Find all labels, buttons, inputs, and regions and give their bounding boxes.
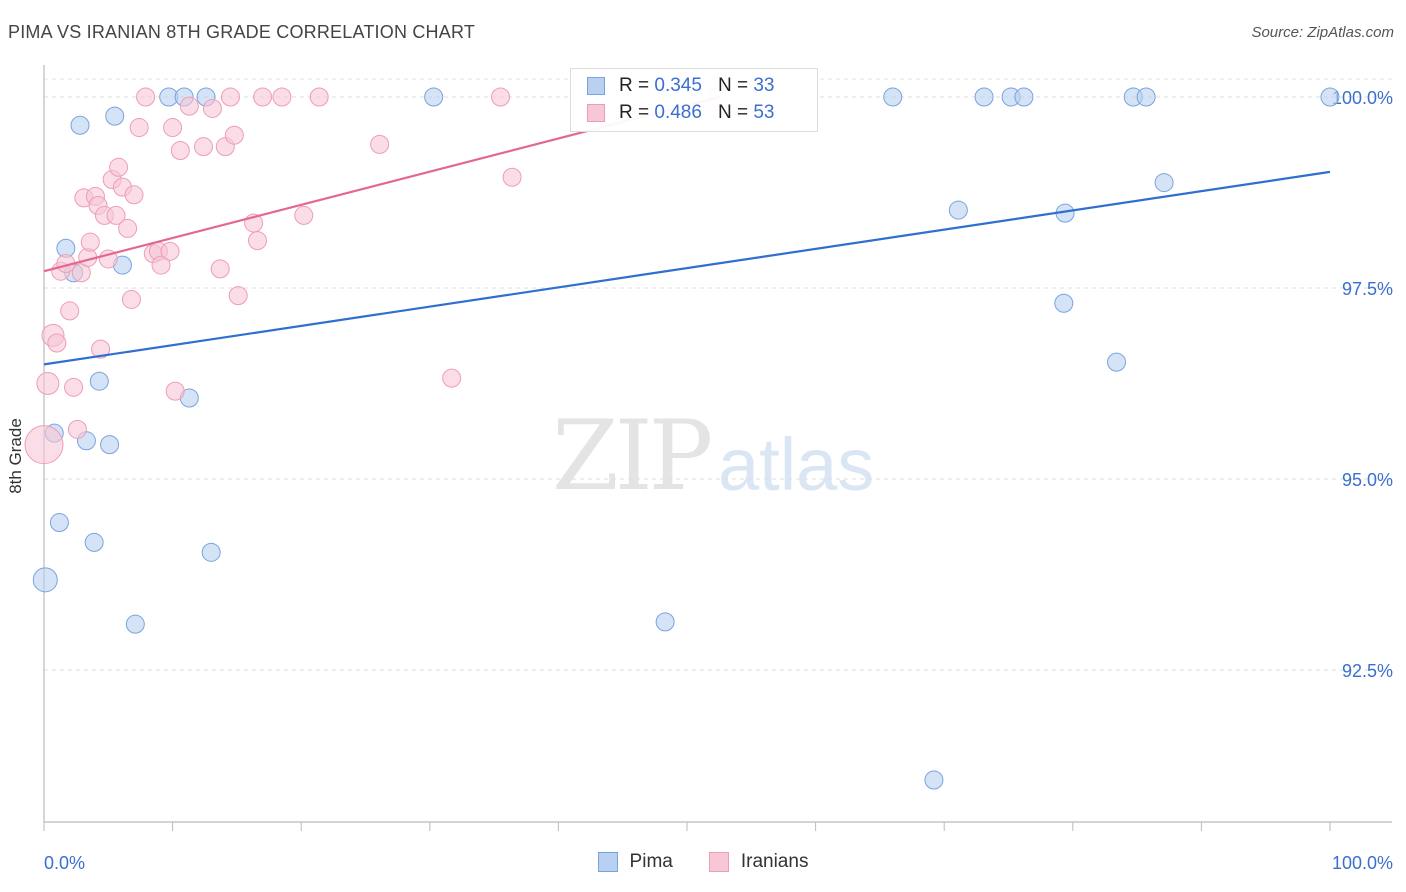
point-pima-31	[1154, 173, 1174, 193]
legend-swatch-pima	[587, 77, 605, 95]
legend-pima-r-label: R =	[619, 75, 650, 96]
trend-line-pima	[43, 170, 1331, 366]
source-label: Source: ZipAtlas.com	[1251, 24, 1394, 41]
legend-series: Pima Iranians	[0, 851, 1406, 873]
legend-bottom-swatch-iranians	[708, 852, 729, 872]
legend-pima-n-value: 33	[753, 75, 775, 96]
legend-iranians-n-value: 53	[753, 102, 775, 123]
watermark-atlas: atlas	[718, 423, 875, 506]
point-iranians-19	[106, 205, 126, 225]
y-tick-label-3: 100.0%	[1332, 88, 1393, 108]
point-pima-22	[948, 200, 968, 220]
point-iranians-36	[202, 98, 222, 118]
y-tick-label-1: 95.0%	[1342, 470, 1393, 490]
point-pima-0	[32, 567, 58, 593]
point-iranians-7	[64, 377, 84, 397]
point-pima-19	[655, 612, 675, 632]
point-pima-23	[974, 87, 994, 107]
point-pima-25	[1014, 87, 1034, 107]
y-tick-label-2: 97.5%	[1342, 279, 1393, 299]
point-iranians-39	[220, 87, 240, 107]
legend-iranians-r-label: R =	[619, 102, 650, 123]
point-pima-32	[1320, 87, 1340, 107]
point-iranians-22	[118, 218, 138, 238]
chart-title: PIMA VS IRANIAN 8TH GRADE CORRELATION CH…	[8, 22, 476, 42]
point-pima-18	[424, 87, 444, 107]
point-iranians-40	[224, 125, 244, 145]
point-iranians-6	[60, 301, 80, 321]
legend-bottom-label-iranians: Iranians	[740, 851, 809, 872]
legend-iranians-n-label: N =	[717, 102, 749, 123]
point-iranians-1	[36, 372, 60, 395]
point-iranians-24	[124, 185, 144, 205]
point-pima-5	[70, 115, 90, 135]
point-iranians-44	[253, 87, 273, 107]
point-iranians-29	[151, 255, 171, 275]
point-iranians-25	[129, 118, 149, 138]
point-pima-8	[89, 371, 109, 391]
point-iranians-15	[91, 339, 111, 359]
point-iranians-35	[193, 137, 213, 157]
point-iranians-51	[502, 167, 522, 187]
point-iranians-45	[272, 87, 292, 107]
legend-stats: R = 0.345 N = 33 R = 0.486 N = 53	[570, 68, 818, 132]
legend-swatch-iranians	[587, 104, 605, 122]
point-iranians-47	[309, 87, 329, 107]
x-tick-label-1: 100.0%	[1332, 853, 1393, 873]
point-pima-28	[1107, 352, 1127, 372]
point-pima-7	[84, 532, 104, 552]
legend-pima-r-value: 0.345	[654, 75, 702, 96]
point-iranians-34	[179, 96, 199, 116]
legend-item-iranians[interactable]: Iranians	[708, 851, 809, 873]
point-pima-21	[924, 770, 944, 790]
legend-iranians-r-value: 0.486	[654, 102, 702, 123]
point-iranians-43	[247, 231, 267, 251]
legend-row-pima: R = 0.345 N = 33	[587, 74, 774, 98]
point-pima-9	[100, 435, 120, 455]
point-iranians-49	[442, 368, 462, 388]
point-iranians-37	[210, 259, 230, 279]
point-pima-2	[49, 513, 69, 533]
point-iranians-46	[294, 205, 314, 225]
legend-pima-n-label: N =	[717, 75, 749, 96]
y-tick-label-0: 92.5%	[1342, 661, 1393, 681]
point-pima-12	[125, 614, 145, 634]
watermark-zip: ZIP	[552, 400, 713, 512]
point-iranians-26	[136, 87, 156, 107]
point-iranians-33	[170, 140, 190, 160]
point-iranians-30	[160, 241, 180, 261]
point-iranians-12	[80, 232, 100, 252]
point-pima-17	[201, 542, 221, 562]
point-iranians-8	[67, 419, 87, 439]
point-iranians-20	[109, 157, 129, 177]
point-pima-30	[1136, 87, 1156, 107]
legend-bottom-label-pima: Pima	[629, 851, 673, 872]
point-iranians-32	[165, 381, 185, 401]
x-tick-label-0: 0.0%	[44, 853, 85, 873]
point-iranians-23	[121, 289, 141, 309]
point-iranians-0	[24, 425, 64, 465]
point-pima-20	[883, 87, 903, 107]
point-iranians-48	[370, 134, 390, 154]
point-iranians-50	[491, 87, 511, 107]
point-iranians-41	[228, 286, 248, 306]
point-iranians-3	[47, 333, 67, 353]
point-pima-26	[1054, 293, 1074, 313]
legend-row-iranians: R = 0.486 N = 53	[587, 101, 774, 125]
legend-item-pima[interactable]: Pima	[597, 851, 673, 873]
point-pima-10	[105, 106, 125, 126]
point-iranians-31	[163, 118, 183, 138]
legend-bottom-swatch-pima	[597, 852, 618, 872]
